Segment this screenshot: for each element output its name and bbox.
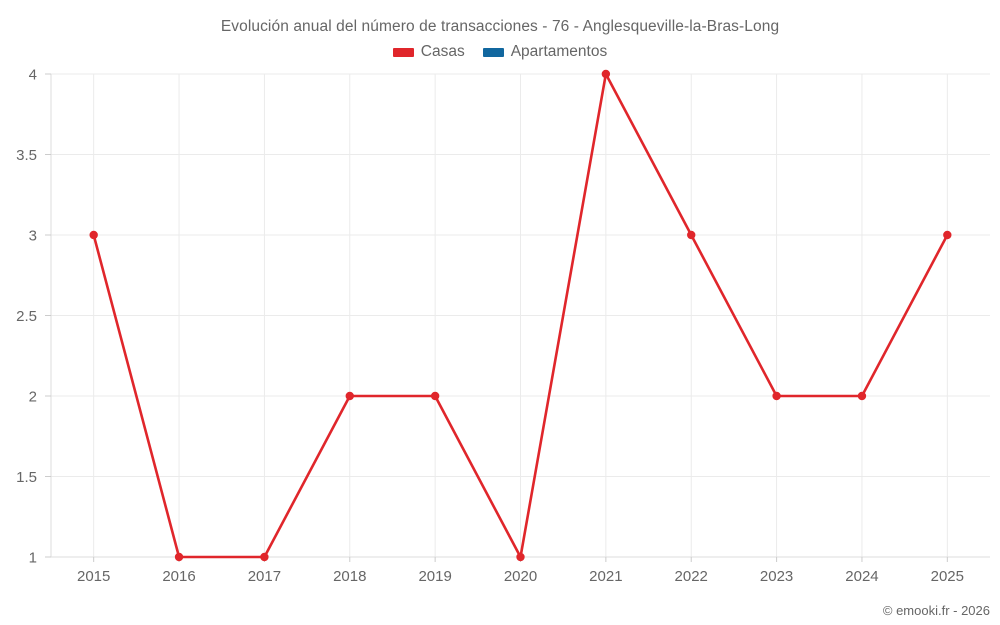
- x-axis-tick-label: 2016: [162, 568, 195, 585]
- data-point-marker[interactable]: [943, 230, 952, 240]
- y-axis-tick-label: 3: [29, 228, 37, 245]
- legend-item-casas[interactable]: Casas: [392, 43, 465, 61]
- data-point-marker[interactable]: [516, 552, 525, 562]
- y-axis-tick-label: 2: [29, 389, 37, 406]
- y-axis-tick-label: 1: [29, 550, 37, 567]
- chart-title: Evolución anual del número de transaccio…: [220, 18, 780, 35]
- y-axis-tick-label: 3.5: [16, 147, 37, 164]
- y-axis-tick-label: 4: [29, 67, 37, 84]
- series-casas: [89, 69, 952, 562]
- legend-swatch-casas: [392, 47, 414, 57]
- legend-item-apartamentos[interactable]: Apartamentos: [482, 43, 608, 61]
- x-axis-tick-label: 2023: [760, 568, 793, 585]
- data-point-marker[interactable]: [857, 391, 867, 401]
- data-point-marker[interactable]: [601, 69, 611, 79]
- x-axis-tick-label: 2025: [931, 568, 964, 585]
- x-axis-tick-label: 2019: [418, 568, 451, 585]
- legend-label-casas: Casas: [420, 43, 465, 60]
- y-axis-labels: 1 1.5 2 2.5 3 3.5 4: [16, 67, 51, 567]
- legend-swatch-apartamentos: [482, 47, 504, 57]
- x-axis-tick-label: 2022: [675, 568, 708, 585]
- chart-legend: Casas Apartamentos: [0, 43, 1000, 61]
- data-point-marker[interactable]: [89, 230, 98, 240]
- data-point-marker[interactable]: [174, 552, 184, 562]
- data-point-marker[interactable]: [772, 391, 781, 401]
- x-axis-tick-label: 2020: [504, 568, 537, 585]
- x-axis-tick-label: 2015: [77, 568, 110, 585]
- data-point-marker[interactable]: [687, 230, 696, 240]
- y-axis-tick-label: 2.5: [16, 308, 37, 325]
- x-axis-tick-label: 2021: [589, 568, 622, 585]
- gridlines: [50, 73, 990, 558]
- x-axis-tick-label: 2018: [333, 568, 366, 585]
- footer-credit: © emooki.fr - 2026: [882, 603, 990, 618]
- data-point-marker[interactable]: [430, 391, 440, 401]
- x-axis-tick-label: 2024: [845, 568, 878, 585]
- y-axis-tick-label: 1.5: [16, 469, 37, 486]
- legend-label-apartamentos: Apartamentos: [510, 43, 608, 60]
- data-point-marker[interactable]: [260, 552, 269, 562]
- x-axis-tick-label: 2017: [248, 568, 281, 585]
- data-point-marker[interactable]: [345, 391, 354, 401]
- x-axis-labels: 2015 2016 2017 2018 2019 2020 2021 2022 2023 2024…: [77, 557, 964, 585]
